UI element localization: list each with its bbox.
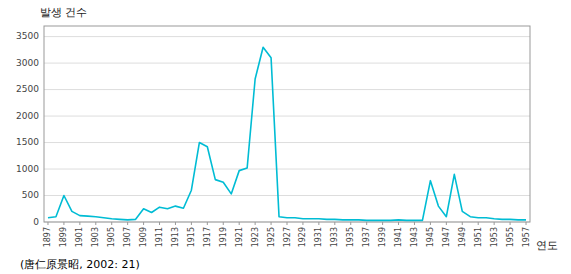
plot-area: [44, 26, 530, 222]
x-tick-label: 1943: [410, 227, 419, 247]
x-tick: [191, 222, 192, 225]
x-tick-label: 1939: [378, 227, 387, 247]
x-tick: [494, 222, 495, 225]
x-tick-label: 1957: [522, 227, 531, 247]
x-tick: [287, 222, 288, 225]
x-tick: [143, 222, 144, 225]
x-tick: [159, 222, 160, 225]
x-tick: [398, 222, 399, 225]
y-tick-label: 3500: [16, 31, 39, 41]
x-tick-label: 1945: [426, 227, 435, 247]
x-tick-label: 1955: [506, 227, 515, 247]
y-axis-label: 발생 건수: [40, 6, 88, 19]
x-tick-label: 1929: [298, 227, 307, 247]
x-tick-label: 1941: [394, 227, 403, 247]
y-tick-label: 500: [22, 190, 39, 200]
grid-line: [44, 195, 530, 196]
x-tick: [47, 222, 48, 225]
x-tick-label: 1913: [171, 227, 180, 247]
grid-line: [44, 142, 530, 143]
x-tick-label: 1937: [362, 227, 371, 247]
x-tick: [271, 222, 272, 225]
x-tick-label: 1903: [91, 227, 100, 247]
x-tick: [446, 222, 447, 225]
grid: [44, 37, 530, 222]
x-tick: [207, 222, 208, 225]
x-tick: [63, 222, 64, 225]
x-tick: [79, 222, 80, 225]
x-tick-label: 1931: [314, 227, 323, 247]
x-tick: [95, 222, 96, 225]
x-tick-label: 1923: [251, 227, 260, 247]
grid-line: [44, 36, 530, 37]
x-tick: [478, 222, 479, 225]
y-tick-label: 2500: [16, 84, 39, 94]
x-tick: [462, 222, 463, 225]
x-tick-label: 1897: [43, 227, 52, 247]
grid-line: [44, 89, 530, 90]
series: [48, 47, 526, 220]
x-tick: [302, 222, 303, 225]
y-tick-label: 3000: [16, 58, 39, 68]
x-tick: [223, 222, 224, 225]
y-tick-label: 0: [33, 217, 39, 227]
x-tick: [175, 222, 176, 225]
x-tick-label: 1911: [155, 227, 164, 247]
plot-frame: [44, 26, 530, 222]
x-tick-label: 1947: [442, 227, 451, 247]
x-tick: [239, 222, 240, 225]
x-tick: [111, 222, 112, 225]
x-tick: [318, 222, 319, 225]
x-tick: [255, 222, 256, 225]
caption: (唐仁原景昭, 2002: 21): [20, 258, 140, 271]
x-tick: [366, 222, 367, 225]
x-tick-label: 1921: [235, 227, 244, 247]
x-tick-label: 1907: [123, 227, 132, 247]
x-tick-label: 1919: [219, 227, 228, 247]
x-tick: [127, 222, 128, 225]
x-tick-label: 1905: [107, 227, 116, 247]
x-tick-label: 1933: [330, 227, 339, 247]
grid-line: [44, 63, 530, 64]
x-tick-label: 1917: [203, 227, 212, 247]
chart: 0 500 1000 1500 2000 2500 3000 3500 1897 1899 1901…: [0, 0, 571, 274]
x-tick: [526, 222, 527, 225]
x-tick-label: 1953: [490, 227, 499, 247]
y-tick-label: 1000: [16, 164, 39, 174]
x-tick-label: 1927: [283, 227, 292, 247]
x-tick: [430, 222, 431, 225]
y-tick-label: 2000: [16, 111, 39, 121]
x-tick: [382, 222, 383, 225]
x-tick-label: 1951: [474, 227, 483, 247]
x-tick: [334, 222, 335, 225]
x-tick: [510, 222, 511, 225]
x-tick-label: 1915: [187, 227, 196, 247]
x-tick-label: 1899: [59, 227, 68, 247]
x-tick-label: 1909: [139, 227, 148, 247]
y-tick-label: 1500: [16, 137, 39, 147]
grid-line: [44, 116, 530, 117]
x-axis-label: 연도: [536, 239, 558, 252]
x-tick: [414, 222, 415, 225]
x-tick-label: 1949: [458, 227, 467, 247]
x-tick-label: 1901: [75, 227, 84, 247]
line: [48, 47, 526, 220]
grid-line: [44, 169, 530, 170]
x-tick-label: 1925: [267, 227, 276, 247]
x-tick-label: 1935: [346, 227, 355, 247]
x-tick: [350, 222, 351, 225]
